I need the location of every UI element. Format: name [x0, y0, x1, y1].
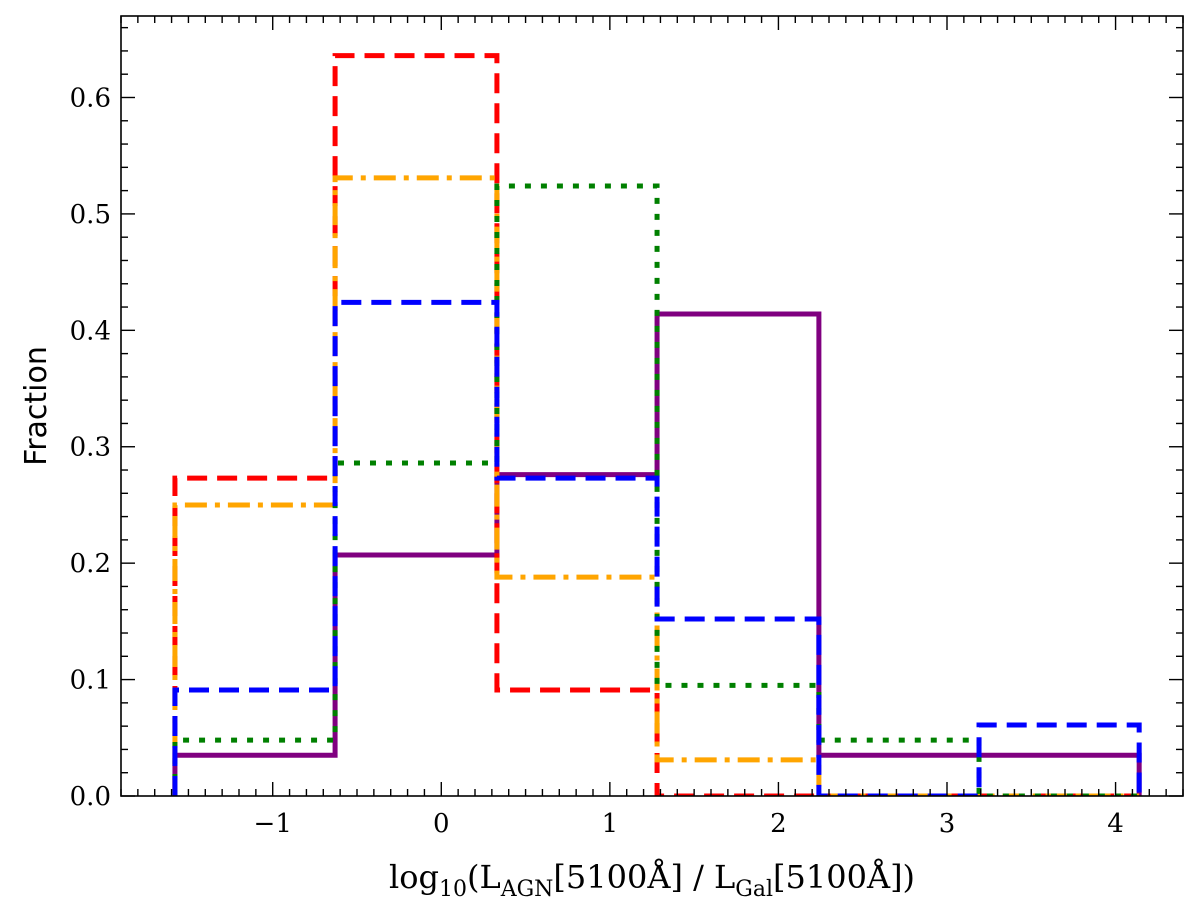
x-tick-label: 1	[602, 809, 619, 839]
plot-frame	[120, 15, 1184, 797]
y-tick-label: 0.4	[70, 316, 111, 346]
x-axis-label-part1: (L	[467, 858, 501, 896]
ticks-layer	[120, 16, 1184, 797]
x-axis-label-part2-sub: Gal	[735, 877, 773, 902]
y-tick-label: 0.1	[70, 666, 111, 696]
series-2-step-line	[172, 175, 1140, 796]
x-axis-label-prefix-sub: 10	[439, 877, 467, 902]
x-tick-label: −1	[254, 809, 292, 839]
y-axis-label: Fraction	[19, 346, 54, 466]
x-axis-label-part2: [5100Å] / L	[553, 858, 735, 896]
y-tick-label: 0.5	[70, 200, 111, 230]
x-tick-label: 3	[939, 809, 956, 839]
series-1-step-line	[172, 53, 1140, 796]
x-tick-label: 2	[770, 809, 787, 839]
series-4-step-line	[172, 299, 1142, 796]
x-axis-label: log10(LAGN[5100Å] / LGal[5100Å])	[389, 858, 915, 902]
x-tick-label: 4	[1107, 809, 1124, 839]
y-tick-label: 0.6	[70, 83, 111, 113]
y-tick-label: 0.0	[70, 782, 111, 812]
y-tick-label: 0.2	[70, 549, 111, 579]
x-axis-label-prefix: log	[389, 858, 439, 896]
y-tick-label: 0.3	[70, 433, 111, 463]
x-tick-label: 0	[433, 809, 450, 839]
series-layer	[172, 53, 1142, 796]
x-axis-label-part1-sub: AGN	[500, 877, 554, 902]
tick-labels-layer: −1 0 1 2 3 4 0.0 0.1 0.2 0.3 0.4 0.5 0.6	[70, 83, 1124, 839]
x-axis-label-part3: [5100Å])	[773, 858, 915, 896]
